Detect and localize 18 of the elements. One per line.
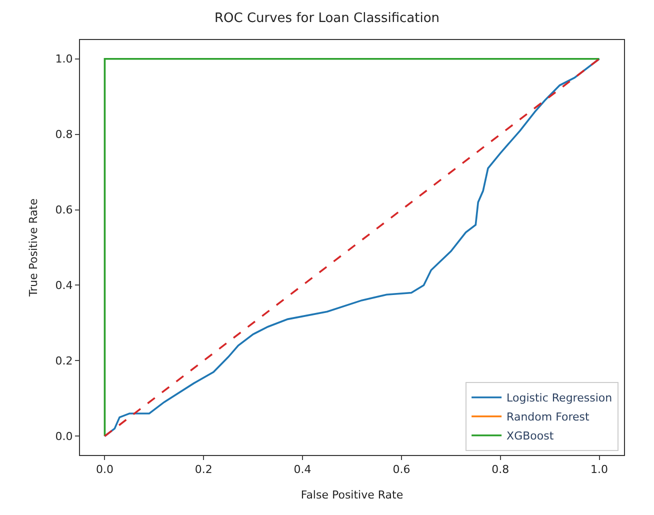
x-tick-label: 0.0 xyxy=(96,463,114,476)
y-tick-label: 0.0 xyxy=(55,430,73,443)
x-tick-label: 0.2 xyxy=(194,463,212,476)
x-tick-label: 0.8 xyxy=(492,463,510,476)
legend-label: Logistic Regression xyxy=(506,392,612,405)
chart-title: ROC Curves for Loan Classification xyxy=(214,10,440,26)
y-tick-label: 0.2 xyxy=(55,354,73,368)
y-tick-label: 1.0 xyxy=(55,52,73,66)
legend-label: XGBoost xyxy=(506,430,554,443)
x-tick-label: 0.6 xyxy=(392,463,410,476)
x-tick-label: 0.4 xyxy=(294,463,312,476)
y-tick-label: 0.4 xyxy=(55,279,73,292)
legend-label: Random Forest xyxy=(506,410,590,424)
y-axis-title: True Positive Rate xyxy=(26,198,40,298)
x-axis-title: False Positive Rate xyxy=(300,488,404,502)
x-tick-label: 1.0 xyxy=(590,463,608,476)
y-tick-label: 0.8 xyxy=(55,128,73,142)
y-tick-label: 0.6 xyxy=(55,204,73,217)
